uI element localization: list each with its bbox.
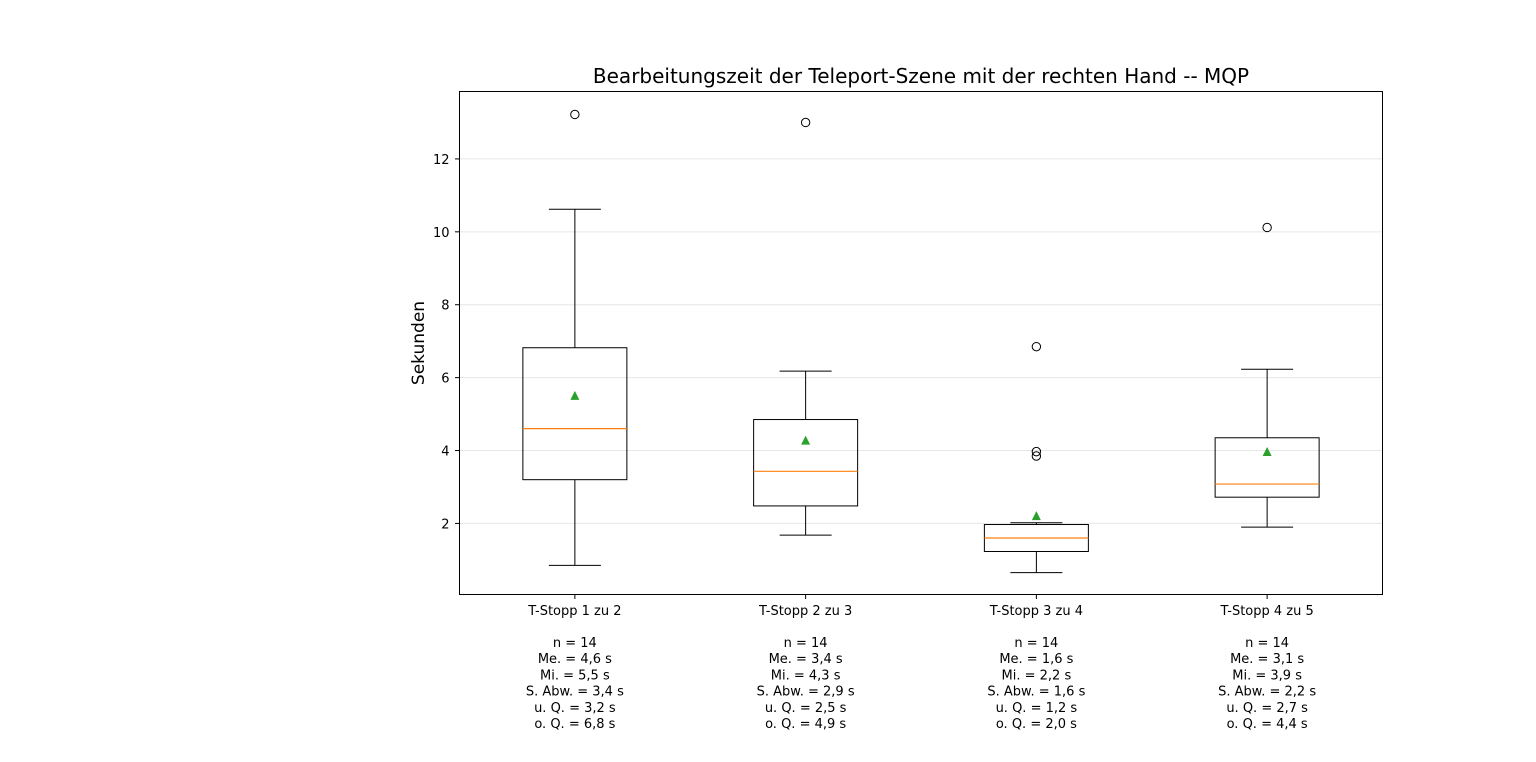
x-stat-line: Mi. = 4,3 s [771, 668, 841, 683]
x-stat-line: Mi. = 3,9 s [1232, 668, 1302, 683]
outlier-point [1031, 451, 1042, 461]
iqr-box [1214, 437, 1320, 498]
x-stat-line: S. Abw. = 2,9 s [757, 685, 855, 700]
x-stat-line: Mi. = 2,2 s [1002, 668, 1072, 683]
x-tick-label: T-Stopp 3 zu 4 [989, 604, 1083, 619]
x-stat-line: o. Q. = 4,9 s [765, 717, 846, 732]
outlier-point [570, 109, 580, 120]
x-stat-line: u. Q. = 2,5 s [765, 701, 847, 716]
x-stat-line: o. Q. = 2,0 s [996, 717, 1077, 732]
x-stat-line: n = 14 [1245, 636, 1289, 651]
y-tick-label: 6 [441, 372, 449, 387]
x-tick-label: T-Stopp 4 zu 5 [1220, 604, 1314, 619]
x-stat-line: n = 14 [784, 636, 828, 651]
y-tick-label: 4 [441, 445, 449, 460]
x-stat-line: Me. = 4,6 s [538, 652, 612, 667]
x-stat-line: n = 14 [1014, 636, 1058, 651]
mean-marker [801, 435, 811, 445]
x-stat-line: u. Q. = 1,2 s [996, 701, 1078, 716]
outlier-point [1031, 341, 1042, 352]
iqr-box [753, 419, 859, 507]
x-stat-line: o. Q. = 4,4 s [1227, 717, 1308, 732]
y-tick-label: 2 [441, 517, 449, 532]
mean-marker [1031, 511, 1041, 521]
y-tick-label: 8 [441, 299, 449, 314]
x-stat-line: n = 14 [553, 636, 597, 651]
x-stat-line: u. Q. = 2,7 s [1226, 701, 1308, 716]
y-tick-label: 12 [433, 153, 450, 168]
mean-marker [570, 390, 580, 400]
x-stat-line: o. Q. = 6,8 s [534, 717, 615, 732]
y-axis-label: Sekunden [409, 301, 429, 385]
outlier-point [1031, 446, 1042, 457]
x-tick-label: T-Stopp 1 zu 2 [527, 604, 621, 619]
x-stat-line: Me. = 3,1 s [1230, 652, 1304, 667]
x-stat-line: Me. = 3,4 s [769, 652, 843, 667]
x-tick-label: T-Stopp 2 zu 3 [758, 604, 852, 619]
chart-title: Bearbeitungszeit der Teleport-Szene mit … [593, 64, 1249, 88]
grid-layer [459, 158, 1383, 524]
x-stat-line: S. Abw. = 3,4 s [526, 685, 624, 700]
x-stat-line: u. Q. = 3,2 s [534, 701, 616, 716]
x-stat-line: Me. = 1,6 s [999, 652, 1073, 667]
box-layer [522, 109, 1320, 574]
axes-frame [459, 91, 1383, 595]
x-stat-line: S. Abw. = 1,6 s [987, 685, 1085, 700]
y-tick-label: 10 [433, 226, 450, 241]
outlier-point [1262, 222, 1272, 233]
mean-marker [1262, 446, 1272, 456]
outlier-point [800, 117, 811, 128]
x-stat-line: Mi. = 5,5 s [540, 668, 610, 683]
x-stat-line: S. Abw. = 2,2 s [1218, 685, 1316, 700]
iqr-box [522, 347, 628, 481]
